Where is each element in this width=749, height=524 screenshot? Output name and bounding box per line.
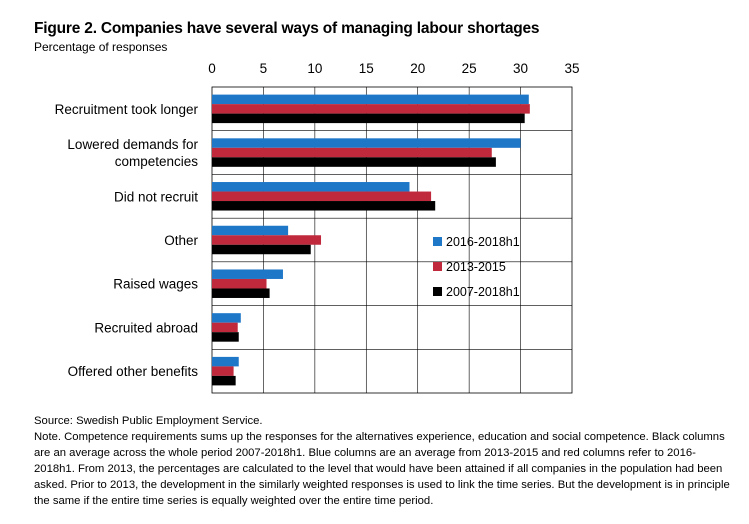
- legend-swatch: [433, 262, 442, 271]
- chart-notes: Source: Swedish Public Employment Servic…: [34, 414, 734, 509]
- legend-label: 2007-2018h1: [446, 285, 520, 299]
- category-label: Recruitment took longer: [55, 102, 199, 117]
- x-tick-label: 35: [564, 61, 579, 76]
- category-label: Did not recruit: [114, 189, 198, 204]
- bar-2016-2018h1: [212, 269, 283, 279]
- x-tick-label: 30: [513, 61, 528, 76]
- bar-2013-2015: [212, 278, 267, 289]
- bar-2007-2018h1: [212, 288, 270, 298]
- bar-2013-2015: [212, 191, 432, 202]
- bar-2013-2015: [212, 147, 492, 158]
- legend-label: 2013-2015: [446, 260, 506, 274]
- bar-chart: 0 5 10 15 20 25 30 35 Recruitment took longer Low…: [55, 61, 580, 394]
- category-label: Lowered demands for: [67, 137, 198, 152]
- chart-subtitle: Percentage of responses: [34, 40, 168, 54]
- bar-2013-2015: [212, 366, 234, 376]
- category-label: Other: [164, 233, 198, 248]
- bar-2013-2015: [212, 104, 530, 114]
- bar-2007-2018h1: [212, 157, 496, 167]
- source-text: Source: Swedish Public Employment Servic…: [34, 415, 263, 427]
- legend-swatch: [433, 237, 442, 246]
- x-tick-label: 0: [208, 61, 216, 76]
- x-tick-label: 20: [410, 61, 425, 76]
- x-tick-label: 10: [307, 61, 322, 76]
- bar-2013-2015: [212, 235, 322, 245]
- bar-2016-2018h1: [212, 313, 241, 323]
- x-tick-label: 15: [359, 61, 374, 76]
- bar-2007-2018h1: [212, 201, 436, 211]
- bar-2016-2018h1: [212, 94, 529, 105]
- note-text: Note. Competence requirements sums up th…: [34, 430, 730, 507]
- bar-2016-2018h1: [212, 182, 410, 192]
- category-label: Recruited abroad: [94, 320, 198, 335]
- legend-swatch: [433, 287, 442, 296]
- x-tick-label: 25: [462, 61, 477, 76]
- chart-title: Figure 2. Companies have several ways of…: [34, 20, 540, 37]
- bar-2016-2018h1: [212, 225, 289, 236]
- bar-2013-2015: [212, 322, 238, 333]
- category-label: competencies: [115, 154, 199, 169]
- bar-2007-2018h1: [212, 113, 525, 124]
- category-label: Offered other benefits: [68, 364, 199, 379]
- bar-2016-2018h1: [212, 138, 521, 148]
- bar-2007-2018h1: [212, 244, 311, 255]
- bar-2016-2018h1: [212, 356, 239, 367]
- bar-2007-2018h1: [212, 332, 239, 342]
- legend-label: 2016-2018h1: [446, 235, 520, 249]
- x-tick-label: 5: [260, 61, 268, 76]
- category-label: Raised wages: [113, 277, 198, 292]
- bar-2007-2018h1: [212, 375, 236, 386]
